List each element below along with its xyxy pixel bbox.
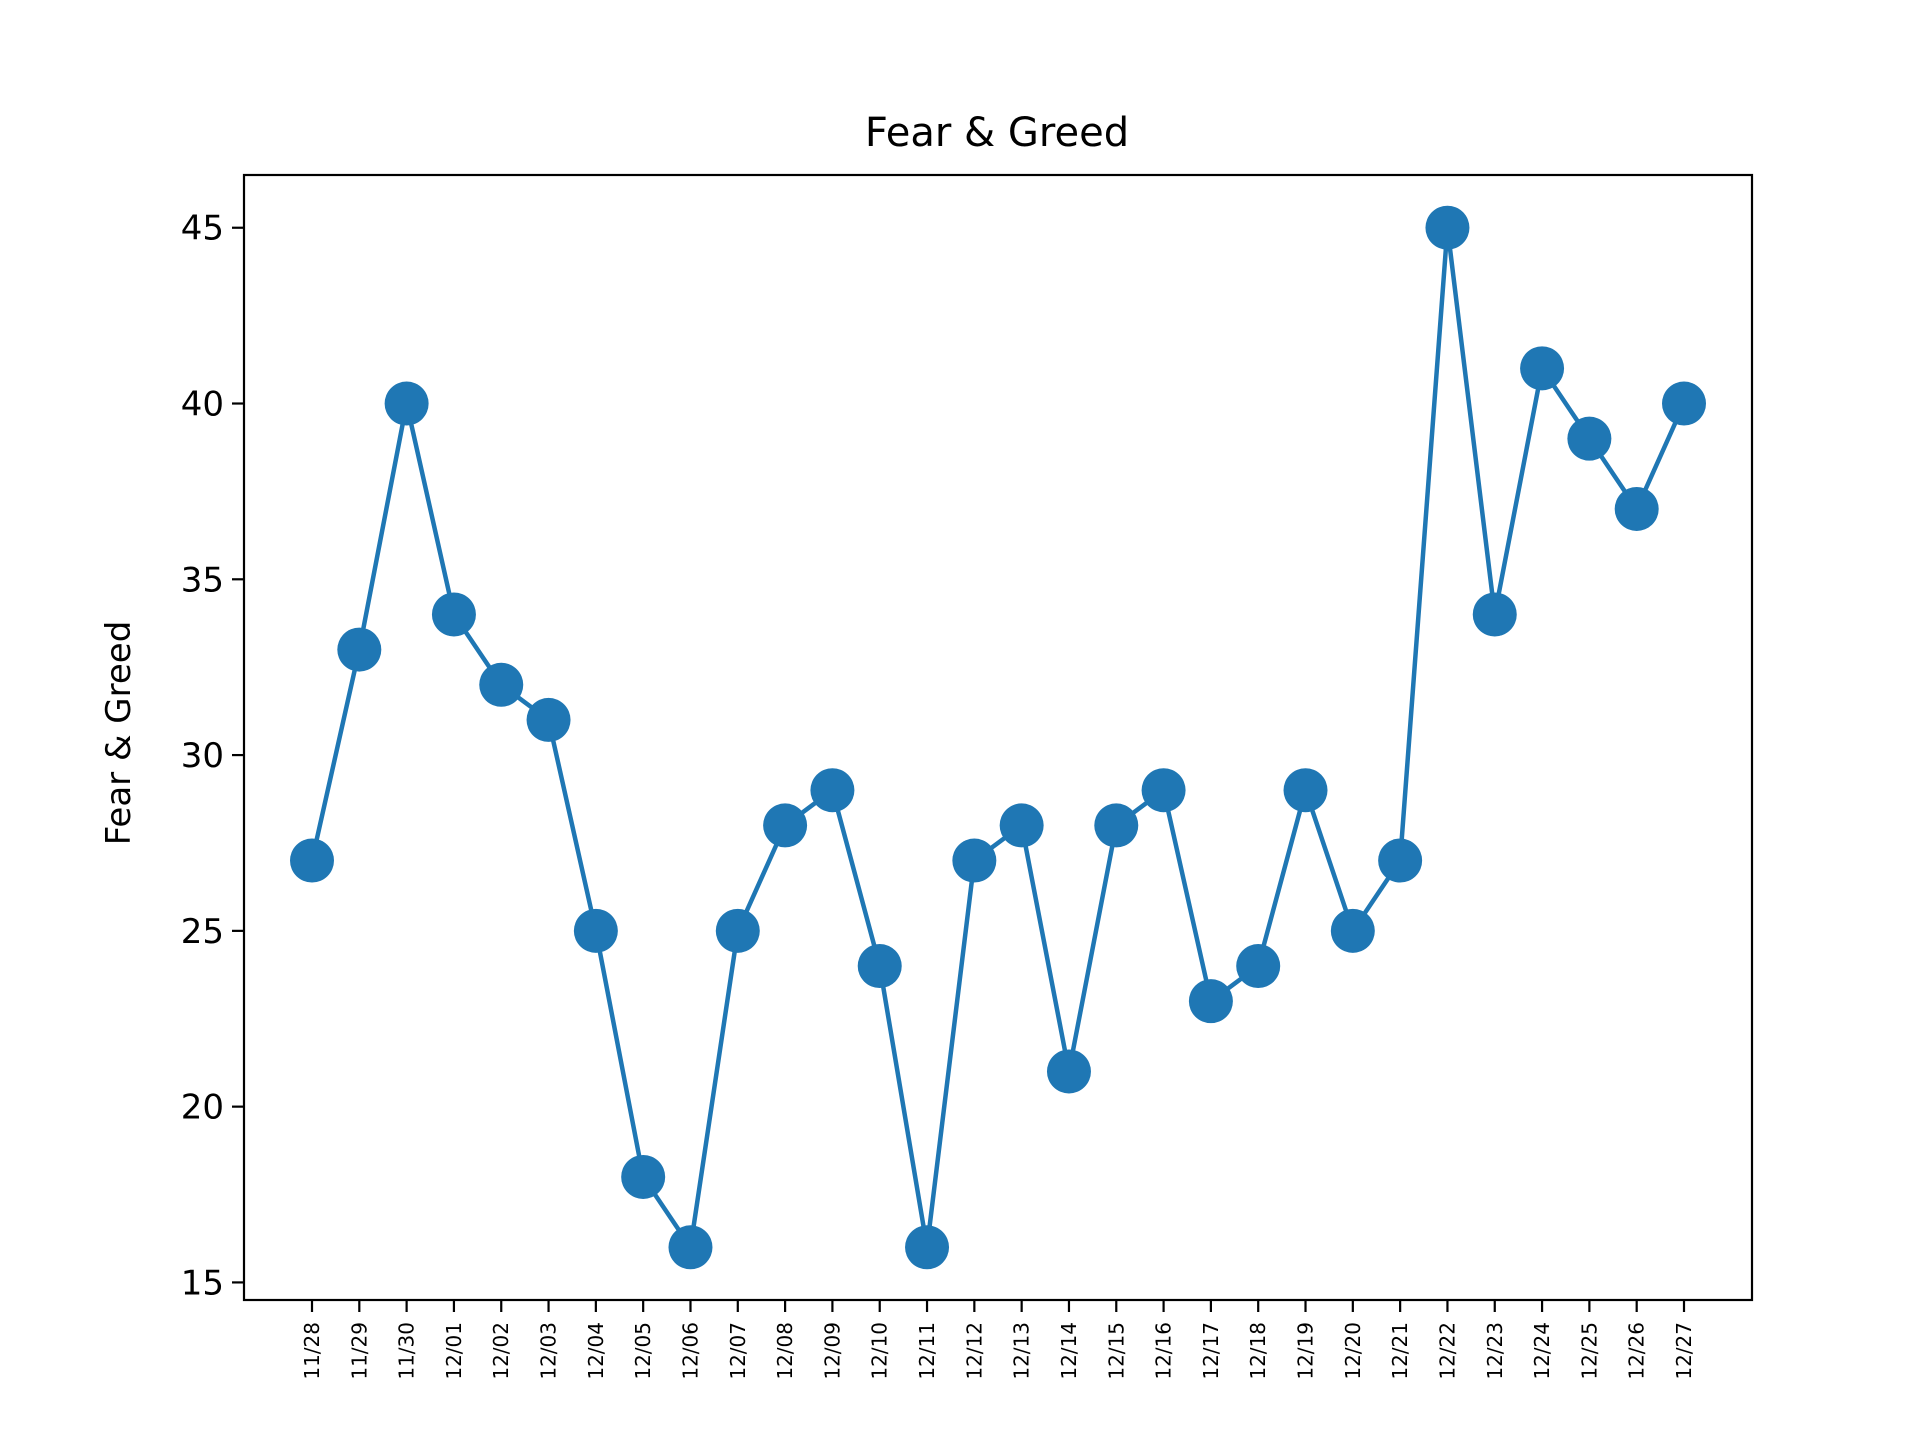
y-tick-label: 35 <box>181 560 224 600</box>
x-tick-label: 12/13 <box>1010 1322 1034 1380</box>
series-layer <box>290 205 1706 1270</box>
x-axis: 11/28 11/29 11/30 12/01 12/02 12/03 12/04 12/05… <box>300 1300 1696 1380</box>
data-point <box>1472 592 1517 637</box>
data-point <box>905 1225 950 1270</box>
x-tick-label: 11/28 <box>300 1322 324 1380</box>
y-tick-label: 20 <box>181 1088 224 1128</box>
x-tick-label: 12/20 <box>1341 1322 1365 1380</box>
x-tick-label: 12/25 <box>1577 1322 1601 1380</box>
chart-title: Fear & Greed <box>865 110 1129 156</box>
data-point <box>1662 381 1706 426</box>
data-point <box>1188 979 1233 1024</box>
x-tick-label: 11/30 <box>395 1322 419 1380</box>
x-tick-label: 12/07 <box>726 1322 750 1380</box>
x-tick-label: 12/27 <box>1672 1322 1696 1380</box>
data-point <box>1141 768 1186 813</box>
x-tick-label: 12/08 <box>773 1322 797 1380</box>
x-tick-label: 12/03 <box>537 1322 561 1380</box>
x-tick-label: 12/02 <box>489 1322 513 1380</box>
x-tick-label: 12/19 <box>1294 1322 1318 1380</box>
data-point <box>1378 838 1423 883</box>
data-point <box>1520 346 1565 391</box>
x-tick-label: 12/06 <box>678 1322 702 1380</box>
data-point <box>857 944 902 989</box>
x-tick-label: 12/16 <box>1152 1322 1176 1380</box>
data-point <box>1425 205 1470 250</box>
data-point <box>384 381 429 426</box>
series-line <box>309 225 1687 1250</box>
x-tick-label: 12/22 <box>1435 1322 1459 1380</box>
y-axis: 15 20 25 30 35 40 45 <box>181 209 244 1303</box>
x-tick-label: 12/11 <box>915 1322 939 1380</box>
data-point <box>573 908 618 953</box>
data-point <box>810 768 855 813</box>
x-tick-label: 12/09 <box>820 1322 844 1380</box>
data-point <box>715 908 760 953</box>
y-axis-label: Fear & Greed <box>99 621 139 846</box>
x-tick-label: 12/23 <box>1483 1322 1507 1380</box>
x-tick-label: 12/04 <box>584 1322 608 1380</box>
y-tick-label: 15 <box>181 1263 224 1303</box>
data-point <box>290 838 334 883</box>
data-point <box>1567 416 1612 461</box>
y-tick-label: 40 <box>181 385 224 425</box>
data-point <box>337 627 382 672</box>
data-point <box>526 697 571 742</box>
x-tick-label: 12/14 <box>1057 1322 1081 1380</box>
y-tick-label: 30 <box>181 736 224 776</box>
data-point <box>1094 803 1139 848</box>
y-tick-label: 25 <box>181 912 224 952</box>
x-tick-label: 12/01 <box>442 1322 466 1380</box>
data-point <box>1046 1049 1091 1094</box>
x-tick-label: 12/10 <box>868 1322 892 1380</box>
data-point <box>621 1154 666 1199</box>
data-point <box>952 838 997 883</box>
data-point <box>1614 486 1659 531</box>
x-tick-label: 12/18 <box>1246 1322 1270 1380</box>
x-tick-label: 12/05 <box>631 1322 655 1380</box>
x-tick-label: 12/17 <box>1199 1322 1223 1380</box>
data-point <box>999 803 1044 848</box>
plot-area-frame <box>242 173 1754 1302</box>
y-tick-label: 45 <box>181 209 224 249</box>
x-tick-label: 12/15 <box>1104 1322 1128 1380</box>
data-point <box>1330 908 1375 953</box>
x-tick-label: 12/26 <box>1625 1322 1649 1380</box>
data-point <box>1283 768 1328 813</box>
x-tick-label: 12/24 <box>1530 1322 1554 1380</box>
data-point <box>763 803 808 848</box>
data-point <box>479 662 524 707</box>
x-tick-label: 11/29 <box>347 1322 371 1380</box>
x-tick-label: 12/21 <box>1388 1322 1412 1380</box>
data-point <box>668 1225 713 1270</box>
data-point <box>1236 944 1281 989</box>
x-tick-label: 12/12 <box>962 1322 986 1380</box>
data-point <box>431 592 476 637</box>
